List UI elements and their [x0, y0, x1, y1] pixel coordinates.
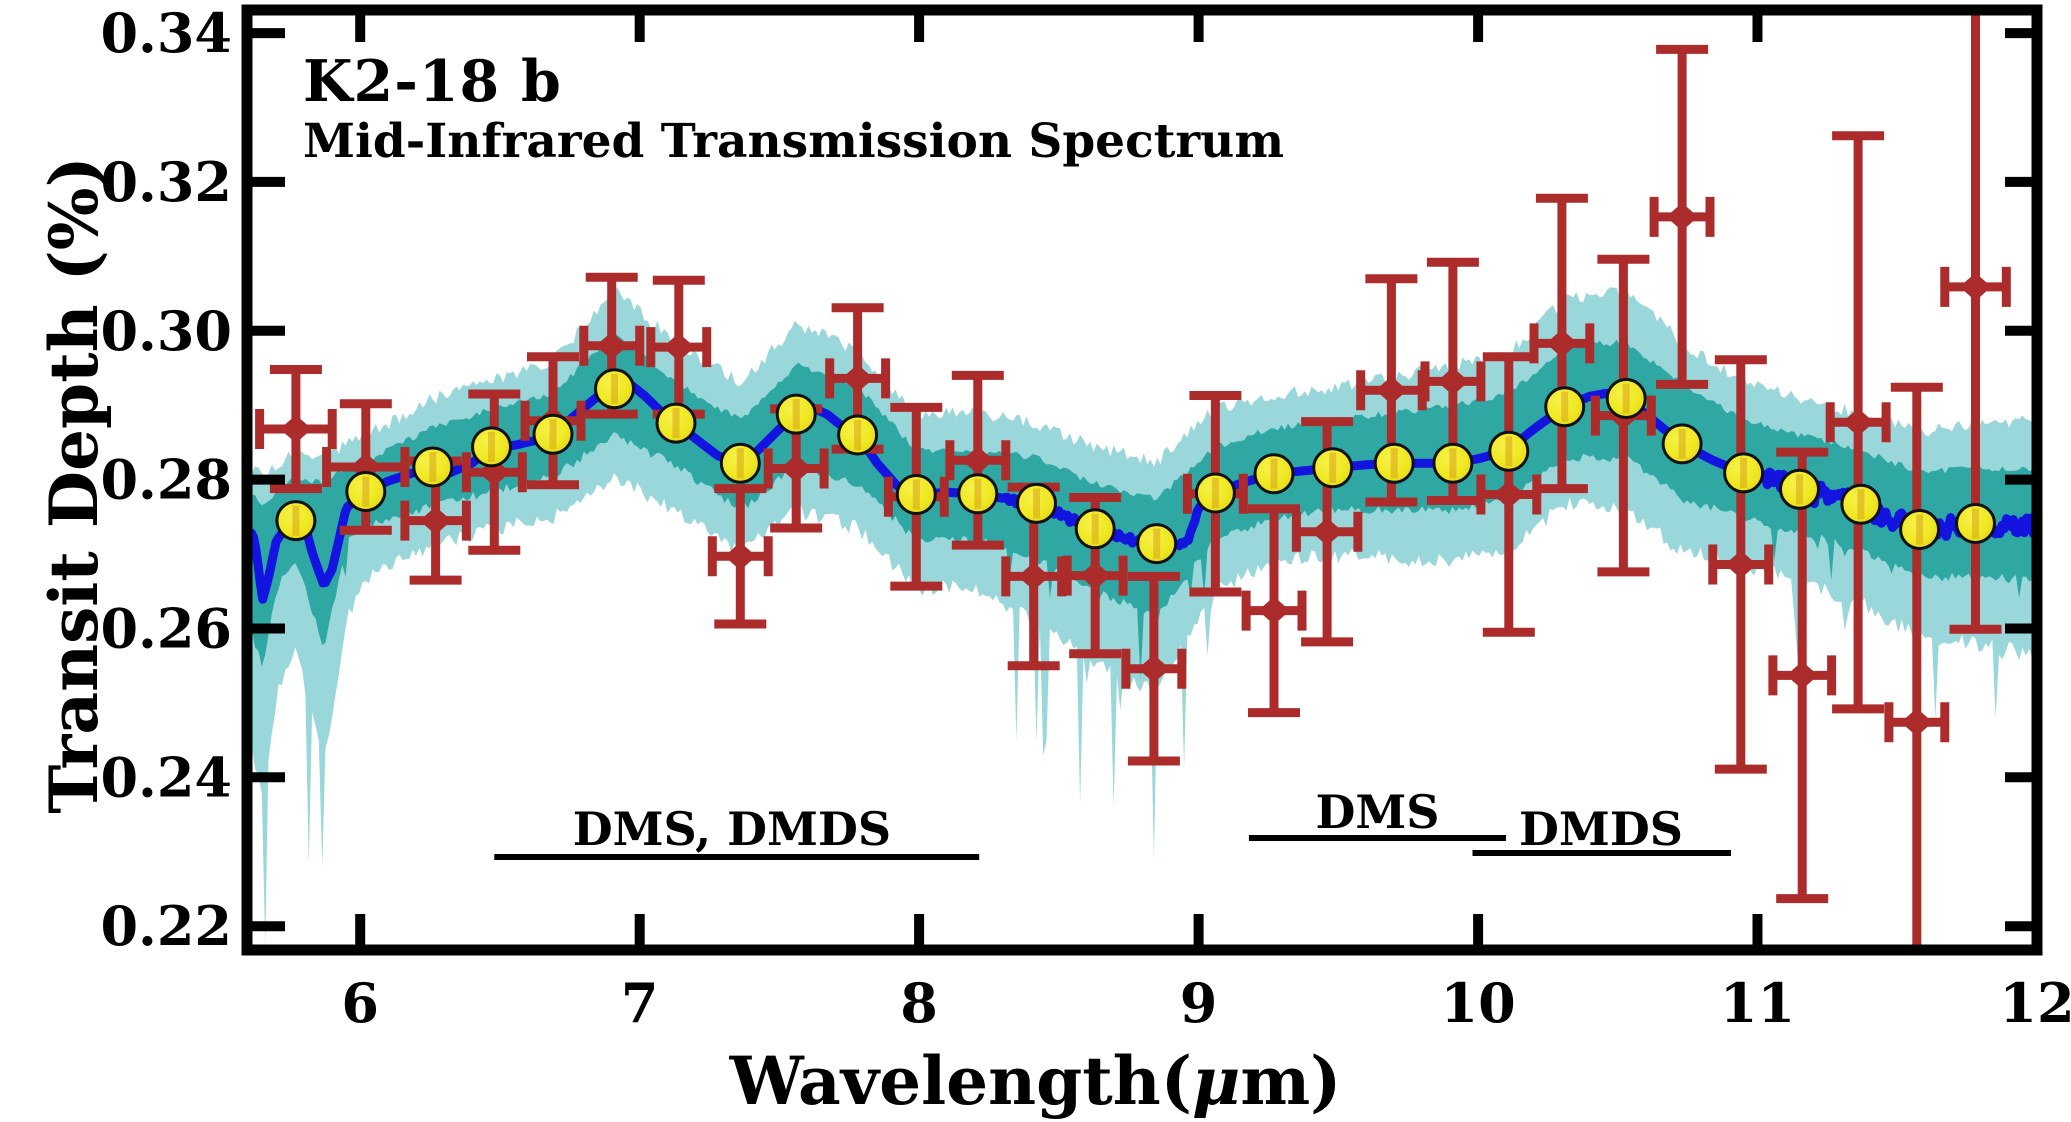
x-axis-label-part: m): [1240, 1042, 1342, 1120]
model-point-marker: [655, 402, 697, 444]
model-point-marker: [1661, 423, 1703, 465]
data-point-errorbar: [1884, 382, 1950, 945]
model-point-marker: [1253, 453, 1295, 495]
data-point-errorbar: [1825, 131, 1891, 714]
data-point-errorbar: [1708, 355, 1774, 774]
model-point-marker: [412, 446, 454, 488]
model-point-marker: [837, 414, 879, 456]
model-point-marker: [1136, 523, 1178, 565]
model-point-marker: [1373, 442, 1415, 484]
model-point-marker: [775, 393, 817, 435]
y-tick-label: 0.22: [100, 894, 232, 958]
diamond-marker: [1959, 272, 1992, 301]
data-point-errorbar: [1529, 193, 1595, 494]
diamond-marker: [419, 506, 452, 535]
diamond-marker: [1666, 202, 1699, 231]
diamond-marker: [1258, 596, 1290, 625]
diamond-marker: [1724, 550, 1757, 579]
plot-subtitle: Mid-Infrared Transmission Spectrum: [303, 114, 1285, 169]
model-point-marker: [1016, 482, 1057, 524]
model-point-marker: [895, 474, 937, 515]
x-axis-label: Wavelength(μm): [0, 1042, 2071, 1120]
model-point-marker: [532, 413, 574, 455]
diamond-marker: [780, 454, 813, 483]
plot-title: K2-18 b: [303, 48, 562, 115]
data-point-errorbar: [1768, 447, 1837, 904]
diamond-marker: [1017, 562, 1050, 591]
diamond-marker: [724, 542, 757, 571]
x-tick-label: 7: [621, 971, 659, 1035]
diamond-marker: [662, 333, 695, 362]
x-tick-label: 8: [900, 971, 938, 1035]
model-point-marker: [1955, 503, 1996, 544]
diamond-marker: [1079, 561, 1112, 590]
diamond-marker: [1842, 408, 1875, 437]
model-point-marker: [1899, 509, 1941, 550]
data-point-errorbar: [945, 370, 1011, 550]
axis-ticks: [252, 15, 2042, 945]
x-tick-label: 12: [1999, 971, 2071, 1035]
model-binned-series: [275, 368, 1996, 565]
y-tick-label: 0.32: [100, 150, 232, 214]
diamond-marker: [1492, 480, 1525, 509]
model-point-marker: [1074, 508, 1116, 550]
diamond-marker: [1900, 708, 1933, 737]
model-point-marker: [1779, 468, 1820, 510]
diamond-marker: [1137, 654, 1170, 683]
data-point-errorbar: [1476, 352, 1542, 637]
diamond-marker: [961, 446, 994, 475]
y-tick-label: 0.34: [100, 1, 232, 65]
data-point-errorbar: [707, 484, 773, 629]
annotation-label: DMDS: [1519, 802, 1683, 856]
data-point-errorbar: [461, 389, 527, 555]
model-point-marker: [957, 473, 999, 515]
diamond-marker: [279, 415, 312, 443]
model-point-marker: [1312, 447, 1354, 489]
y-tick-label: 0.26: [100, 597, 232, 661]
data-point-errorbar: [255, 365, 337, 494]
data-point-errorbar: [1291, 417, 1363, 647]
diamond-marker: [1311, 517, 1344, 546]
x-tick-label: 6: [341, 971, 379, 1035]
model-point-marker: [1488, 430, 1530, 472]
model-point-marker: [1723, 452, 1765, 494]
model-point-marker: [275, 500, 317, 542]
diamond-marker: [595, 331, 628, 360]
x-tick-label: 10: [1441, 971, 1516, 1035]
model-point-marker: [1432, 442, 1474, 484]
y-axis-label: Transit Depth (%): [35, 156, 113, 814]
model-point-marker: [1605, 378, 1647, 419]
model-point-marker: [594, 368, 635, 410]
annotation-label: DMS, DMDS: [573, 802, 891, 856]
diamond-marker: [841, 364, 874, 393]
y-tick-label: 0.24: [100, 745, 232, 809]
tick-labels: 6 7 8 9 10 11 12 0.22 0.24 0.26 0.28 0.30 0.32 0.34: [100, 1, 2071, 1035]
model-point-marker: [1840, 483, 1882, 525]
x-tick-label: 11: [1720, 971, 1795, 1035]
annotation-label: DMS: [1315, 785, 1439, 839]
x-tick-label: 9: [1180, 971, 1218, 1035]
diamond-marker: [1545, 329, 1578, 358]
data-point-errorbar: [1241, 504, 1307, 718]
y-tick-label: 0.30: [100, 299, 232, 363]
y-tick-label: 0.28: [100, 448, 232, 512]
diamond-marker: [1786, 661, 1819, 690]
diamond-marker: [1436, 367, 1469, 396]
model-point-marker: [1544, 386, 1586, 428]
model-point-marker: [345, 471, 387, 512]
x-axis-label-part: Wavelength(: [729, 1042, 1192, 1120]
data-point-errorbar: [1649, 44, 1715, 389]
model-point-marker: [471, 426, 512, 468]
molecule-annotations: DMS, DMDS DMS DMDS: [494, 785, 1731, 860]
plot-frame: [241, 4, 2043, 956]
confidence-band-1sigma: [252, 331, 2032, 680]
data-point-errorbar: [1121, 571, 1187, 766]
mu-symbol: μ: [1192, 1042, 1241, 1120]
diamond-marker: [1375, 376, 1408, 405]
model-point-marker: [1194, 472, 1236, 514]
model-point-marker: [719, 442, 761, 484]
